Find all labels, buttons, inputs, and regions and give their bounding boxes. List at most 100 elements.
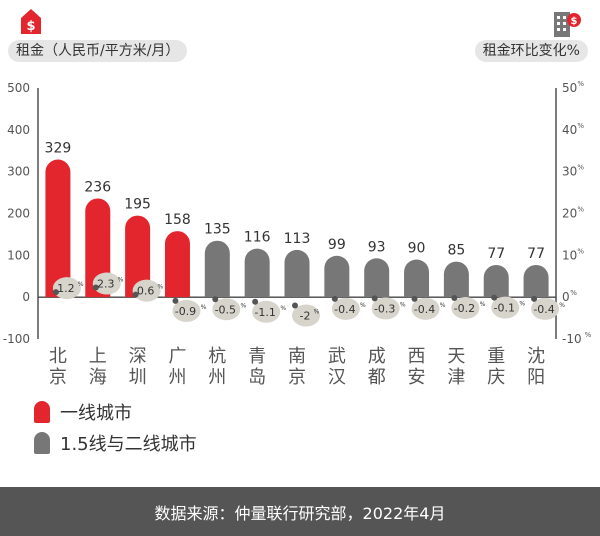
change-bubble: [212, 298, 241, 321]
change-value-label: -2: [300, 310, 311, 323]
bar-value-label: 90: [408, 241, 426, 257]
category-label: 西: [408, 346, 426, 367]
legend-item-tier1: 一线城市: [34, 400, 132, 424]
change-point: [132, 291, 139, 298]
change-value-label: 1.2: [57, 282, 75, 295]
change-value-unit: %: [201, 304, 207, 311]
change-value-label: -0.4: [414, 303, 435, 316]
bar-value-label: 116: [244, 230, 271, 246]
change-bubble: [371, 297, 400, 320]
bar: [483, 264, 509, 298]
change-bubble: [331, 297, 360, 320]
change-value-label: -0.3: [374, 302, 395, 315]
change-value-label: -0.1: [493, 302, 514, 315]
change-point: [331, 295, 338, 302]
left-axis-title: 租金（人民币/平方米/月）: [8, 40, 188, 62]
category-label: 京: [288, 367, 306, 388]
change-point: [172, 297, 179, 304]
change-bubble: [132, 279, 161, 302]
left-tick-label: -100: [3, 332, 30, 346]
right-tick-unit: %: [570, 289, 577, 297]
category-label: 北: [49, 346, 67, 367]
category-label: 海: [89, 367, 107, 388]
right-tick-label: 50: [562, 81, 577, 95]
bar: [85, 198, 111, 298]
change-bubble: [531, 297, 560, 320]
left-tick-label: 200: [7, 207, 30, 221]
category-label: 深: [129, 346, 147, 367]
change-point: [252, 298, 259, 305]
legend-swatch-tier2: [34, 432, 50, 454]
category-label: 武: [328, 346, 346, 367]
category-label: 汉: [328, 367, 346, 388]
left-tick-label: 100: [7, 248, 30, 262]
bar-value-label: 113: [284, 231, 311, 247]
legend-label-tier2: 1.5线与二线城市: [60, 434, 197, 455]
category-label: 青: [248, 346, 266, 367]
building-dollar-icon: $: [554, 12, 581, 37]
category-label: 州: [208, 367, 226, 388]
category-label: 广: [168, 346, 186, 367]
bar-value-label: 93: [368, 239, 386, 255]
legend-item-tier2: 1.5线与二线城市: [34, 431, 197, 455]
change-point: [491, 294, 498, 301]
bar-value-label: 99: [328, 237, 346, 253]
category-label: 南: [288, 346, 306, 367]
category-label: 阳: [527, 367, 545, 388]
category-label: 津: [447, 367, 465, 388]
change-value-unit: %: [360, 302, 366, 309]
change-value-unit: %: [314, 309, 320, 316]
bar-value-label: 195: [124, 197, 151, 213]
change-bubble: [411, 297, 440, 320]
bar: [364, 258, 390, 298]
right-tick-unit: %: [585, 331, 592, 339]
left-tick-label: 0: [22, 290, 30, 304]
category-label: 安: [408, 367, 426, 388]
change-bubble: [92, 272, 121, 295]
svg-text:$: $: [571, 16, 578, 27]
change-value-unit: %: [118, 277, 124, 284]
left-tick-label: 300: [7, 165, 30, 179]
left-tick-label: 400: [7, 123, 30, 137]
change-value-unit: %: [158, 284, 164, 291]
change-point: [212, 296, 219, 303]
change-value-unit: %: [241, 302, 247, 309]
change-bubble: [252, 300, 281, 323]
bar: [125, 215, 151, 298]
bar: [45, 159, 71, 298]
change-bubble: [491, 296, 520, 319]
change-value-label: -0.9: [175, 305, 196, 318]
source-text: 数据来源：仲量联行研究部，2022年4月: [154, 503, 446, 523]
category-label: 圳: [129, 367, 147, 388]
change-value-unit: %: [559, 302, 565, 309]
right-axis-title: 租金环比变化%: [474, 40, 588, 62]
change-point: [52, 289, 59, 296]
bar: [284, 249, 310, 298]
change-point: [531, 295, 538, 302]
category-label: 重: [487, 346, 505, 367]
category-label: 京: [49, 367, 67, 388]
right-tick-unit: %: [577, 122, 584, 130]
bar-value-label: 77: [527, 246, 545, 262]
bar-value-label: 85: [447, 243, 465, 259]
bar: [324, 255, 350, 298]
change-bubble: [451, 297, 480, 320]
category-label: 沈: [527, 346, 545, 367]
right-tick-unit: %: [577, 247, 584, 255]
change-point: [292, 302, 298, 309]
change-bubble: [172, 299, 201, 322]
right-tick-label: 20: [562, 207, 577, 221]
category-label: 岛: [248, 367, 266, 388]
right-tick-label: 10: [562, 248, 577, 262]
change-value-label: 2.3: [97, 278, 115, 291]
change-point: [371, 295, 378, 302]
category-label: 成: [368, 346, 386, 367]
legend-label-tier1: 一线城市: [60, 403, 132, 424]
change-value-unit: %: [519, 301, 525, 308]
category-label: 杭: [208, 346, 226, 367]
change-point: [92, 284, 99, 291]
right-tick-label: 40: [562, 123, 577, 137]
bar: [404, 259, 430, 298]
